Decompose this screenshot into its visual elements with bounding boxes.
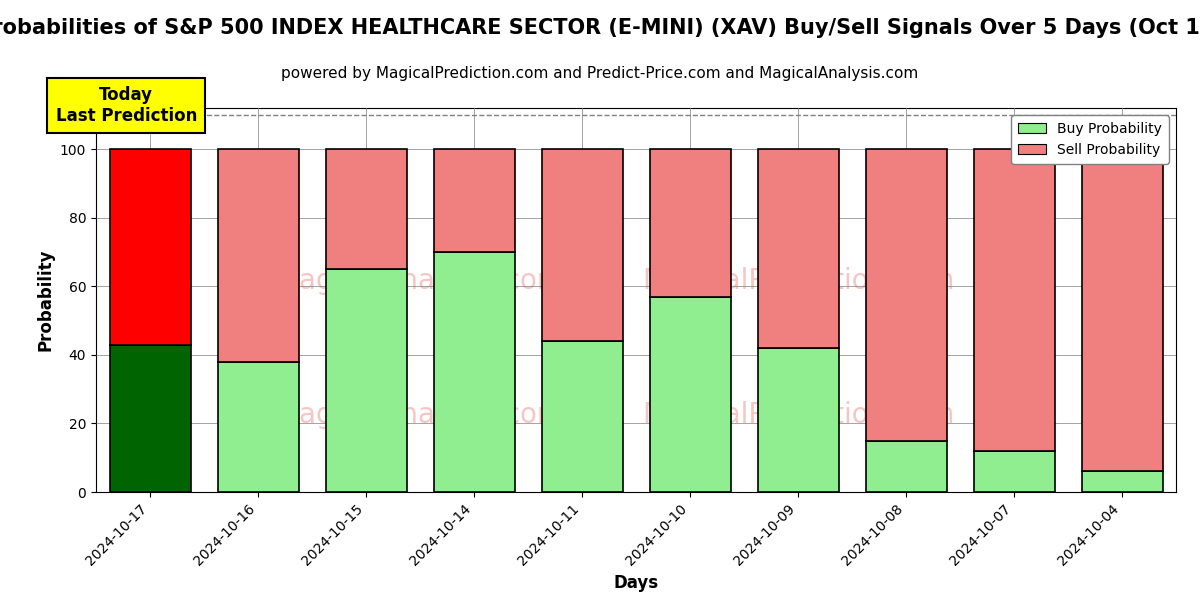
Text: MagicalAnalysis.com: MagicalAnalysis.com bbox=[276, 267, 564, 295]
Bar bbox=[649, 149, 731, 296]
Bar bbox=[757, 149, 839, 348]
Bar bbox=[757, 348, 839, 492]
Bar bbox=[217, 149, 299, 362]
Bar bbox=[541, 149, 623, 341]
Bar bbox=[973, 451, 1055, 492]
Bar bbox=[1081, 149, 1163, 472]
Bar bbox=[325, 269, 407, 492]
Text: Probabilities of S&P 500 INDEX HEALTHCARE SECTOR (E-MINI) (XAV) Buy/Sell Signals: Probabilities of S&P 500 INDEX HEALTHCAR… bbox=[0, 18, 1200, 38]
Bar bbox=[109, 149, 191, 344]
Bar bbox=[973, 149, 1055, 451]
Bar bbox=[325, 149, 407, 269]
Text: powered by MagicalPrediction.com and Predict-Price.com and MagicalAnalysis.com: powered by MagicalPrediction.com and Pre… bbox=[281, 66, 919, 81]
Text: Today
Last Prediction: Today Last Prediction bbox=[55, 86, 197, 125]
Bar bbox=[865, 440, 947, 492]
Bar bbox=[433, 149, 515, 252]
Bar bbox=[217, 362, 299, 492]
Text: MagicalPrediction.com: MagicalPrediction.com bbox=[642, 267, 954, 295]
Y-axis label: Probability: Probability bbox=[36, 249, 54, 351]
Bar bbox=[109, 344, 191, 492]
Legend: Buy Probability, Sell Probability: Buy Probability, Sell Probability bbox=[1012, 115, 1169, 164]
Bar bbox=[433, 252, 515, 492]
X-axis label: Days: Days bbox=[613, 574, 659, 592]
Bar bbox=[541, 341, 623, 492]
Bar bbox=[649, 296, 731, 492]
Bar bbox=[1081, 472, 1163, 492]
Text: MagicalAnalysis.com: MagicalAnalysis.com bbox=[276, 401, 564, 429]
Text: MagicalPrediction.com: MagicalPrediction.com bbox=[642, 401, 954, 429]
Bar bbox=[865, 149, 947, 440]
